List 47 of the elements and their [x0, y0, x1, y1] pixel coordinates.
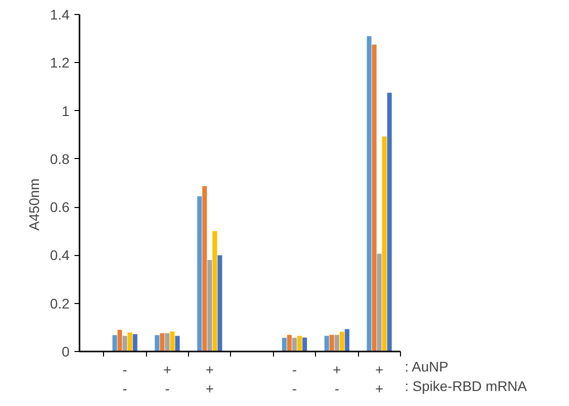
bar	[302, 338, 307, 352]
x-tick-label: + +	[206, 362, 214, 397]
bar	[117, 330, 122, 352]
y-tick-label: 1.4	[50, 6, 70, 22]
bar	[340, 332, 344, 352]
bar	[218, 255, 222, 352]
y-axis-title: A450nm	[26, 178, 42, 231]
text: : AuNP	[404, 358, 448, 375]
bar	[202, 186, 207, 352]
bar	[207, 260, 212, 352]
bar	[175, 336, 180, 352]
y-tick-label: 0.8	[50, 150, 70, 167]
y-tick-label: 1	[62, 102, 70, 119]
y-tick-label: 0.6	[50, 199, 70, 216]
bar	[377, 254, 382, 352]
bar	[330, 334, 334, 352]
bar	[334, 334, 340, 352]
x-tick-label: + -	[332, 362, 341, 397]
bar	[197, 196, 202, 352]
x-tick-label: + +	[375, 362, 384, 397]
bar	[122, 336, 128, 352]
x-tick-label: + -	[163, 362, 172, 397]
bar	[372, 44, 376, 352]
bar	[382, 136, 387, 352]
bar	[212, 231, 218, 352]
bar	[282, 338, 287, 352]
bar	[154, 335, 160, 352]
bar	[292, 338, 297, 352]
bar	[344, 329, 350, 352]
y-tick-label: 1.2	[50, 54, 70, 71]
x-tick-label: - -	[292, 362, 298, 397]
bar	[324, 336, 330, 352]
bar	[170, 332, 175, 352]
bar	[366, 36, 372, 352]
y-tick-label: 0	[62, 344, 70, 360]
bar	[297, 336, 302, 352]
bar	[387, 92, 392, 352]
y-tick-label: 0.4	[50, 247, 70, 264]
bar	[287, 334, 292, 352]
bar	[160, 333, 164, 352]
bar	[132, 334, 138, 352]
bar	[128, 332, 132, 352]
bar	[164, 333, 170, 352]
bar	[112, 335, 117, 352]
x-tick-label: - -	[122, 362, 128, 397]
text: : Spike-RBD mRNA	[404, 378, 528, 394]
y-tick-label: 0.2	[50, 295, 70, 312]
